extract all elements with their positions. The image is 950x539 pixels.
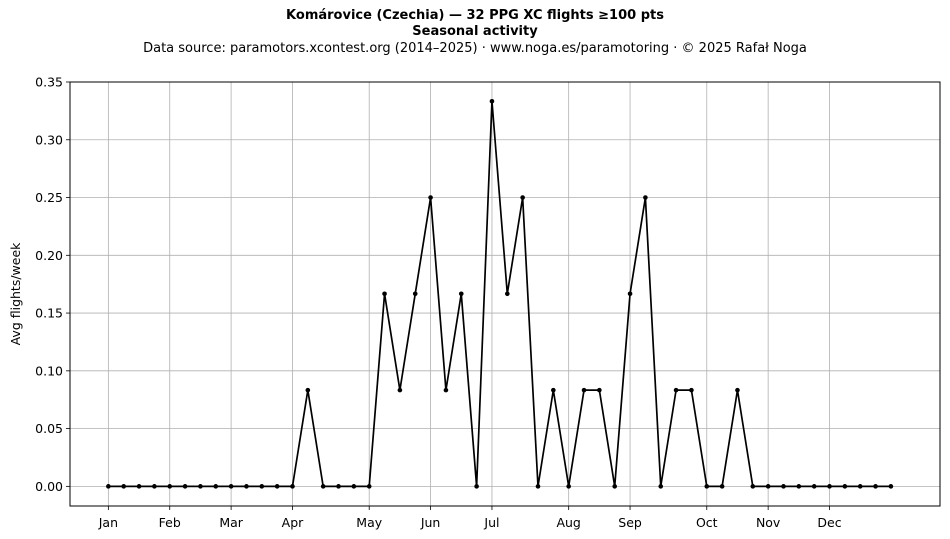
y-tick-label: 0.20 <box>35 248 63 263</box>
y-tick-label: 0.10 <box>35 363 63 378</box>
data-point <box>152 484 157 489</box>
x-tick-label: Nov <box>756 515 781 530</box>
data-point <box>719 484 725 489</box>
data-point <box>551 387 556 393</box>
series-layer <box>106 98 894 489</box>
data-point <box>750 484 756 489</box>
data-point <box>305 387 311 393</box>
y-tick-label: 0.30 <box>35 132 63 147</box>
data-point <box>535 484 541 489</box>
data-point <box>658 484 664 489</box>
data-point <box>735 387 740 393</box>
x-tick-label: Dec <box>817 515 841 530</box>
data-point <box>259 484 265 489</box>
data-point <box>673 387 679 393</box>
data-point <box>106 484 111 489</box>
data-point <box>121 484 127 489</box>
x-tick-label: Feb <box>159 515 181 530</box>
data-point <box>198 484 203 489</box>
data-point <box>827 484 832 489</box>
data-point <box>689 387 694 393</box>
data-point <box>781 484 786 489</box>
data-point <box>796 484 802 489</box>
x-tick-label: Oct <box>696 515 718 530</box>
grid-lines <box>70 81 940 506</box>
data-point <box>244 484 249 489</box>
data-point <box>811 484 817 489</box>
x-tick-label: Aug <box>556 515 580 530</box>
data-point <box>888 484 894 489</box>
data-point <box>566 484 571 489</box>
data-point <box>428 195 433 200</box>
data-point <box>458 291 464 297</box>
data-point <box>857 484 863 489</box>
x-axis: Jan Feb Mar Apr May Jun Jul Aug Sep Oct Nov Dec <box>98 506 842 530</box>
y-tick-label: 0.25 <box>35 190 63 205</box>
plot-area-frame <box>69 81 941 507</box>
data-point <box>412 291 418 297</box>
y-axis-label: Avg flights/week <box>8 242 23 346</box>
data-point <box>643 195 648 200</box>
data-point <box>443 387 449 393</box>
data-point <box>597 387 602 393</box>
data-point <box>290 484 295 489</box>
y-tick-label: 0.15 <box>35 306 63 321</box>
data-point <box>520 195 525 200</box>
data-point <box>274 484 280 489</box>
data-point <box>136 484 142 489</box>
x-tick-label: Sep <box>618 515 642 530</box>
chart-title: Komárovice (Czechia) — 32 PPG XC flights… <box>286 8 664 23</box>
data-point <box>612 484 618 489</box>
data-point <box>182 484 188 489</box>
data-point <box>581 387 587 393</box>
data-point <box>627 291 633 297</box>
data-point <box>474 484 479 489</box>
y-axis: 0.00 0.05 0.10 0.15 0.20 0.25 0.30 0.35 <box>35 75 70 494</box>
y-tick-label: 0.35 <box>35 75 63 90</box>
x-tick-label: Jun <box>420 515 441 530</box>
x-tick-label: May <box>356 515 382 530</box>
data-point <box>366 484 372 489</box>
y-tick-label: 0.05 <box>35 421 63 436</box>
data-point <box>382 291 387 297</box>
data-point <box>842 484 848 489</box>
data-point <box>489 98 495 104</box>
data-point <box>351 484 357 489</box>
data-point <box>505 291 510 297</box>
chart-title-secondary: Seasonal activity <box>412 24 538 39</box>
series-line <box>108 100 891 488</box>
x-tick-label: Jan <box>98 515 118 530</box>
x-tick-label: Apr <box>282 515 304 530</box>
y-tick-label: 0.00 <box>35 479 63 494</box>
data-point <box>765 484 771 489</box>
chart-subtitle: Data source: paramotors.xcontest.org (20… <box>143 41 807 56</box>
data-point <box>873 484 878 489</box>
data-point <box>704 484 710 489</box>
x-tick-label: Jul <box>483 515 499 530</box>
data-point <box>228 484 234 489</box>
data-point <box>167 484 173 489</box>
data-point <box>213 484 219 489</box>
chart-title-block: Komárovice (Czechia) — 32 PPG XC flights… <box>0 8 950 57</box>
data-point <box>336 484 341 489</box>
x-tick-label: Mar <box>219 515 243 530</box>
data-point <box>320 484 326 489</box>
data-point <box>397 387 403 393</box>
